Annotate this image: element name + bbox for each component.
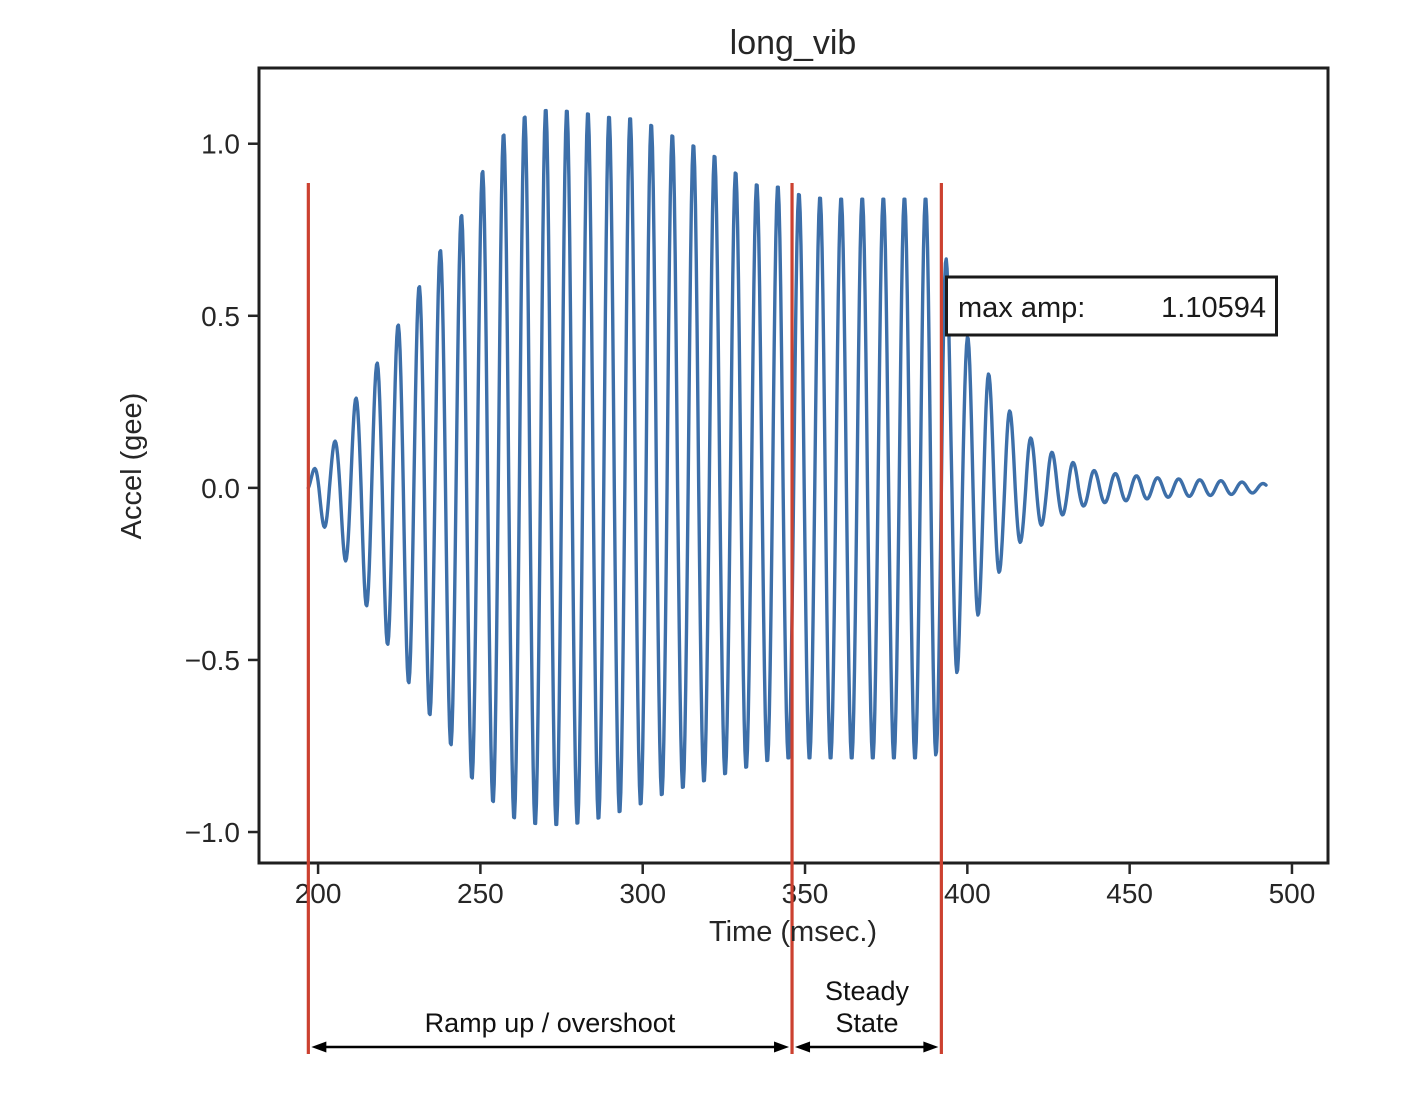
data-layer — [306, 108, 1268, 1054]
span-arrow — [311, 1041, 790, 1053]
arrowhead-left-icon — [311, 1041, 327, 1053]
annotation-layer: long_vib Time (msec.) Accel (gee) max am… — [116, 24, 1278, 1053]
region-label-ramp-up: Ramp up / overshoot — [425, 1008, 676, 1038]
x-tick-label: 300 — [619, 878, 666, 909]
arrowhead-left-icon — [795, 1041, 811, 1053]
y-axis-label: Accel (gee) — [116, 393, 148, 540]
arrowhead-right-icon — [923, 1041, 939, 1053]
x-axis-label: Time (msec.) — [709, 916, 877, 948]
y-tick-label: 1.0 — [201, 129, 240, 160]
waveform-path — [306, 108, 1268, 827]
y-tick-label: −1.0 — [185, 817, 240, 848]
y-tick-label: 0.5 — [201, 301, 240, 332]
region-label-steady-line2: State — [835, 1008, 898, 1038]
arrowhead-right-icon — [774, 1041, 790, 1053]
x-tick-label: 250 — [457, 878, 504, 909]
chart-title: long_vib — [730, 24, 857, 62]
max-amp-label: max amp: — [958, 292, 1085, 324]
y-tick-label: 0.0 — [201, 473, 240, 504]
max-amp-value: 1.10594 — [1161, 292, 1266, 324]
max-amp-annotation: max amp: 1.10594 — [945, 275, 1278, 337]
max-amp-box — [945, 275, 1278, 337]
x-tick-label: 500 — [1269, 878, 1316, 909]
x-tick-label: 200 — [295, 878, 342, 909]
x-tick-label: 400 — [944, 878, 991, 909]
x-tick-label: 350 — [782, 878, 829, 909]
y-tick-label: −0.5 — [185, 645, 240, 676]
x-tick-label: 450 — [1106, 878, 1153, 909]
region-label-steady-line1: Steady — [825, 976, 910, 1006]
span-arrow — [795, 1041, 939, 1053]
